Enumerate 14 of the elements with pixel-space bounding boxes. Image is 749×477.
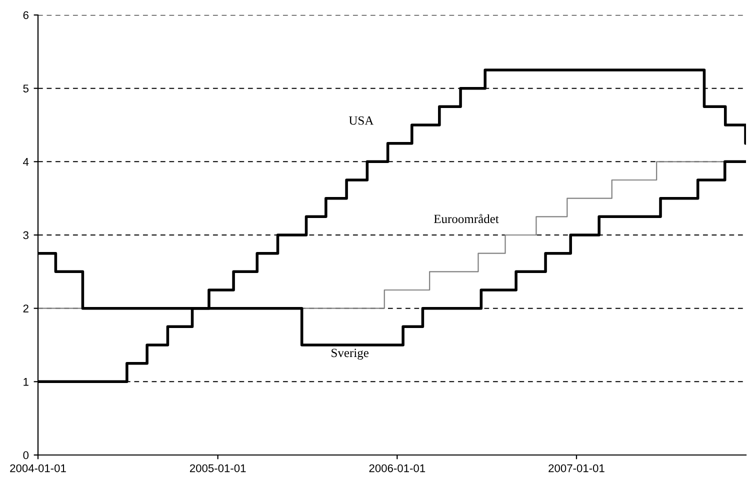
y-tick-label: 4 xyxy=(23,158,29,166)
y-tick-label: 1 xyxy=(24,378,28,386)
y-tick-label: 0 xyxy=(23,451,29,460)
y-tick-label: 5 xyxy=(23,84,29,92)
y-tick-label: 2 xyxy=(23,304,28,312)
y-tick-label: 6 xyxy=(23,11,28,20)
series-label: Sverige xyxy=(332,348,368,360)
y-tick-label: 3 xyxy=(23,231,28,240)
series-label: Euroområdet xyxy=(434,214,499,224)
x-tick-label: 2005-01-01 xyxy=(190,464,246,472)
series-label: USA xyxy=(348,116,374,125)
x-tick-label: 2007-01-01 xyxy=(548,464,604,472)
x-tick-label: 2004-01-01 xyxy=(10,464,66,472)
x-tick-label: 2006-01-01 xyxy=(369,464,426,472)
